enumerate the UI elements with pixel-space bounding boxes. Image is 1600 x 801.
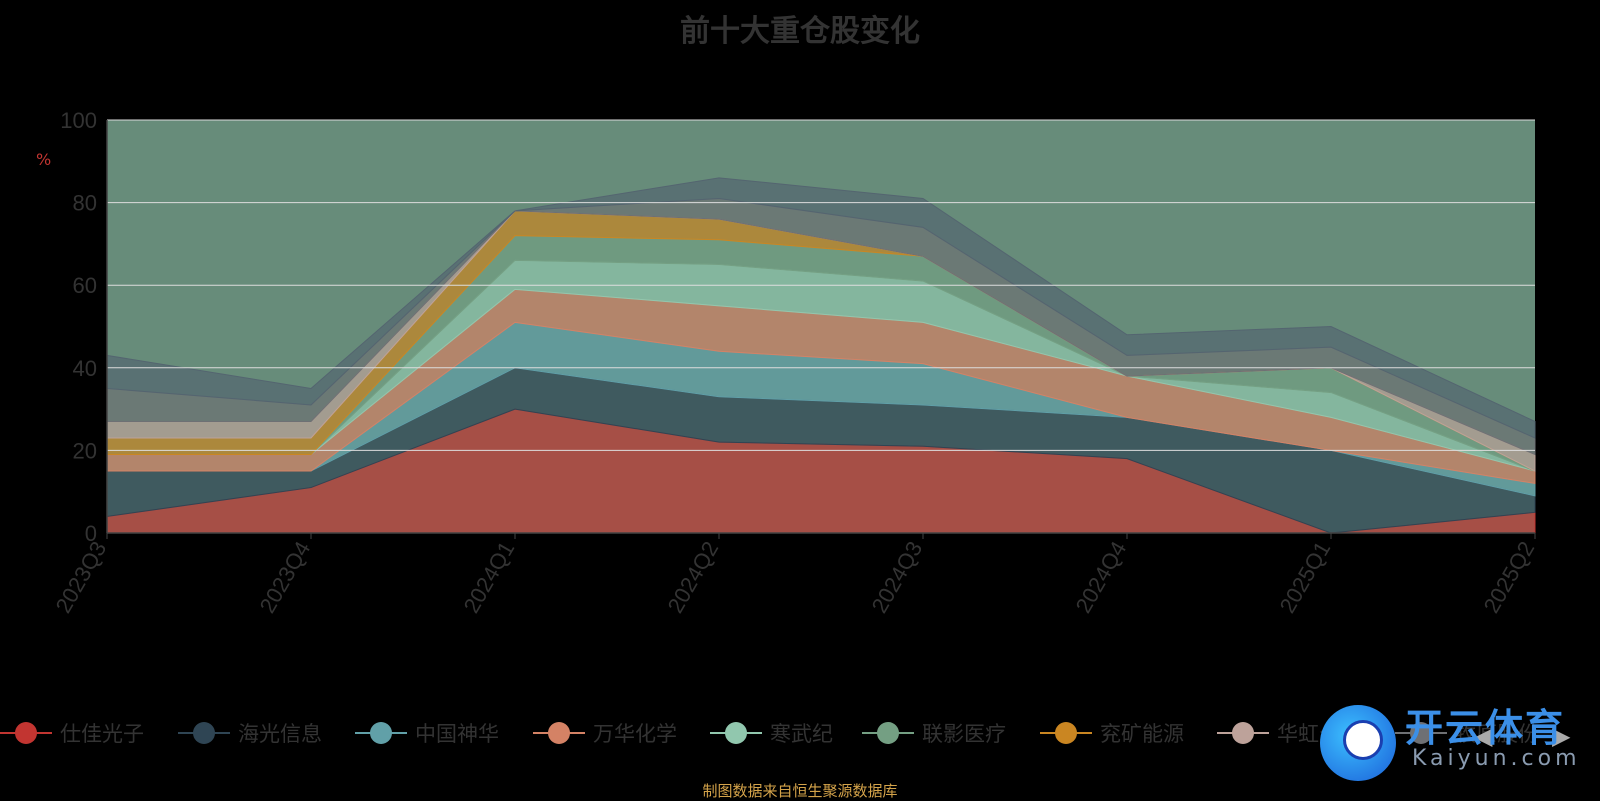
legend-label: 寒武纪 — [770, 722, 833, 746]
legend-item[interactable]: 牧原股份 — [1395, 718, 1539, 748]
legend-label: 兖矿能源 — [1100, 722, 1184, 746]
x-tick-label: 2023Q3 — [51, 537, 112, 617]
data-source-footer: 制图数据来自恒生聚源数据库 — [702, 782, 898, 800]
chart-title: 前十大重仓股变化 — [680, 14, 920, 49]
legend-marker-icon — [0, 718, 52, 748]
legend-item[interactable]: 中国神华 — [355, 718, 499, 748]
y-tick-label: 100 — [60, 108, 97, 133]
legend-prev-button[interactable]: ◀ — [1474, 722, 1493, 750]
y-tick-label: 20 — [73, 438, 97, 463]
legend-item[interactable]: 仕佳光子 — [0, 718, 144, 748]
legend-label: 牧原股份 — [1455, 722, 1539, 746]
legend-label: 海光信息 — [238, 722, 322, 746]
watermark-brand: 开云体育 — [1405, 706, 1566, 750]
y-tick-label: 60 — [73, 273, 97, 298]
legend-item[interactable]: 海光信息 — [178, 718, 322, 748]
soccer-ball-icon — [1343, 720, 1383, 760]
legend-item[interactable]: 联影医疗 — [862, 718, 1006, 748]
legend-label: 中国神华 — [415, 722, 499, 746]
legend-marker-icon — [533, 718, 585, 748]
legend-marker-icon — [178, 718, 230, 748]
x-tick-label: 2024Q2 — [663, 537, 724, 617]
legend-label: 联影医疗 — [922, 722, 1006, 746]
y-tick-label: 80 — [73, 191, 97, 216]
legend-marker-icon — [355, 718, 407, 748]
legend-marker-icon — [1217, 718, 1269, 748]
legend-marker-icon — [1395, 718, 1447, 748]
x-tick-label: 2023Q4 — [255, 537, 316, 617]
y-axis-unit: % — [36, 150, 52, 169]
watermark-domain: Kaiyun.com — [1412, 746, 1581, 771]
x-tick-label: 2025Q2 — [1479, 537, 1540, 617]
legend-item[interactable]: 寒武纪 — [710, 718, 833, 748]
legend-label: 仕佳光子 — [60, 722, 144, 746]
legend-marker-icon — [710, 718, 762, 748]
y-tick-label: 40 — [73, 356, 97, 381]
legend-label: 万华化学 — [593, 722, 677, 746]
legend-item[interactable]: 万华化学 — [533, 718, 677, 748]
legend-marker-icon — [862, 718, 914, 748]
area-series — [106, 177, 1536, 439]
x-tick-label: 2025Q1 — [1275, 537, 1336, 617]
x-tick-label: 2024Q1 — [459, 537, 520, 617]
legend-item[interactable]: 兖矿能源 — [1040, 718, 1184, 748]
x-tick-label: 2024Q4 — [1071, 537, 1132, 617]
legend-marker-icon — [1040, 718, 1092, 748]
x-tick-label: 2024Q3 — [867, 537, 928, 617]
legend-next-button[interactable]: ▶ — [1552, 722, 1571, 750]
y-tick-label: 0 — [85, 521, 97, 546]
